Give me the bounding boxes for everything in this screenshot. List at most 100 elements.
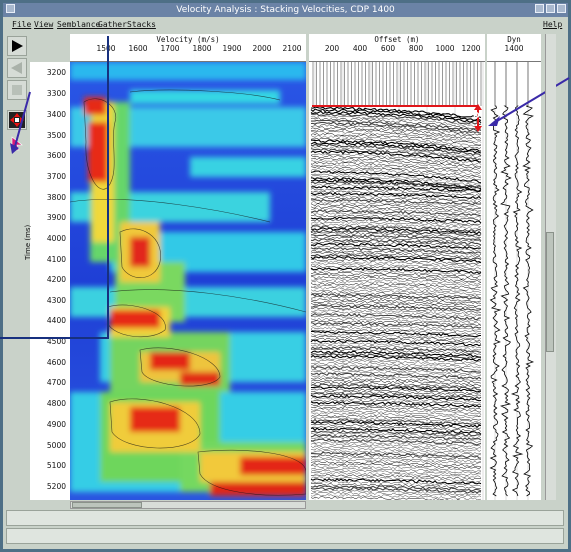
back-icon[interactable] — [7, 58, 27, 78]
nav-icon[interactable] — [7, 80, 27, 100]
dyn-trace — [489, 105, 502, 497]
gather-reflection — [310, 282, 482, 289]
velocity-tick: 1500 — [96, 44, 116, 53]
gather-reflection — [310, 190, 482, 197]
menu-stacks[interactable]: Stacks — [127, 20, 156, 29]
pick-tool-icon[interactable] — [7, 110, 27, 130]
play-icon[interactable] — [7, 36, 27, 56]
gather-reflection — [310, 443, 482, 450]
offset-header: Offset (m) 200 400 600 800 1000 1200 — [309, 34, 485, 62]
gather-reflection — [310, 449, 482, 457]
gather-reflection — [310, 441, 482, 448]
time-tick: 3200 — [46, 68, 66, 77]
gather-reflection — [310, 126, 482, 139]
time-tick: 4500 — [46, 337, 66, 346]
gather-reflection — [310, 438, 482, 446]
time-tick: 3700 — [46, 172, 66, 181]
gather-reflection — [310, 418, 482, 426]
gather-reflection — [310, 280, 482, 287]
gather-panel[interactable] — [309, 62, 485, 500]
dyn-trace — [500, 105, 512, 497]
velocity-tick: 2100 — [282, 44, 302, 53]
time-tick: 4200 — [46, 275, 66, 284]
gather-reflection — [310, 392, 482, 400]
window-menu-icon[interactable] — [6, 4, 15, 13]
gather-reflection — [310, 236, 482, 243]
status-bar-top — [6, 510, 564, 526]
gather-reflection — [310, 317, 482, 325]
menu-help[interactable]: Help — [543, 20, 563, 29]
gather-reflection — [310, 194, 482, 202]
menu-file[interactable]: File — [12, 20, 32, 29]
gather-reflection — [310, 374, 482, 382]
gather-reflection — [310, 335, 482, 342]
maximize-icon[interactable] — [546, 4, 555, 13]
gather-reflection — [310, 460, 482, 468]
gather-reflection — [310, 201, 482, 208]
gather-reflection — [310, 304, 482, 311]
gather-reflection — [310, 397, 482, 404]
gather-reflection — [310, 273, 482, 281]
offset-tick: 200 — [324, 44, 340, 53]
horizontal-scrollbar[interactable] — [70, 501, 306, 509]
menu-semblance[interactable]: Semblance — [57, 20, 101, 29]
gather-reflection — [310, 238, 482, 246]
close-icon[interactable] — [557, 4, 566, 13]
time-tick: 5000 — [46, 441, 66, 450]
gather-reflection — [310, 172, 482, 185]
dyn-panel[interactable] — [487, 62, 541, 500]
time-tick: 3800 — [46, 193, 66, 202]
semblance-panel[interactable] — [70, 62, 306, 500]
gather-reflection — [310, 293, 482, 300]
gather-reflection — [310, 262, 482, 270]
minimize-icon[interactable] — [535, 4, 544, 13]
horizontal-scroll-thumb[interactable] — [72, 502, 142, 508]
gather-reflection — [310, 150, 482, 163]
gather-reflection — [310, 307, 482, 313]
gather-reflection — [310, 298, 482, 305]
gather-reflection — [310, 130, 482, 143]
gather-reflection — [310, 476, 482, 483]
gather-reflection — [310, 379, 482, 386]
gather-reflection — [310, 329, 482, 335]
time-tick: 4400 — [46, 316, 66, 325]
gather-reflection — [311, 119, 482, 132]
gather-reflection — [310, 421, 482, 429]
window-title: Velocity Analysis : Stacking Velocities,… — [3, 3, 568, 17]
gather-reflection — [310, 108, 482, 122]
gather-reflection — [311, 465, 482, 472]
gather-reflection — [310, 381, 482, 389]
time-tick: 4100 — [46, 255, 66, 264]
gather-reflection — [311, 233, 482, 242]
gather-reflection — [310, 137, 482, 149]
gather-reflection — [310, 405, 482, 413]
gather-reflection — [310, 377, 482, 384]
gather-reflection — [310, 463, 482, 469]
vertical-scroll-thumb[interactable] — [546, 232, 554, 352]
gather-reflection — [310, 148, 482, 161]
time-axis: 3200 3300 3400 3500 3600 3700 3800 3900 … — [30, 62, 71, 500]
gather-reflection — [310, 473, 482, 481]
velocity-tick: 1700 — [160, 44, 180, 53]
gather-reflection — [310, 394, 482, 402]
gather-reflection — [310, 286, 482, 294]
menu-gather[interactable]: Gather — [98, 20, 127, 29]
gather-reflection — [310, 412, 482, 419]
menu-view[interactable]: View — [34, 20, 54, 29]
gather-reflection — [310, 229, 482, 237]
gather-reflection — [310, 155, 482, 168]
menu-bar: File View Semblance Gather Stacks Help — [3, 17, 568, 33]
gather-reflection — [310, 157, 482, 169]
gather-reflection — [310, 354, 482, 362]
gather-reflection — [310, 489, 482, 496]
gather-reflection — [310, 300, 482, 307]
gather-reflection — [310, 276, 482, 283]
offset-tick: 400 — [352, 44, 368, 53]
offset-tick: 600 — [380, 44, 396, 53]
gather-reflection — [310, 269, 482, 276]
gather-reflection — [310, 309, 482, 316]
gather-reflection — [310, 469, 482, 476]
gather-reflection — [310, 192, 482, 200]
gather-reflection — [310, 185, 482, 193]
gather-reflection — [310, 401, 482, 408]
